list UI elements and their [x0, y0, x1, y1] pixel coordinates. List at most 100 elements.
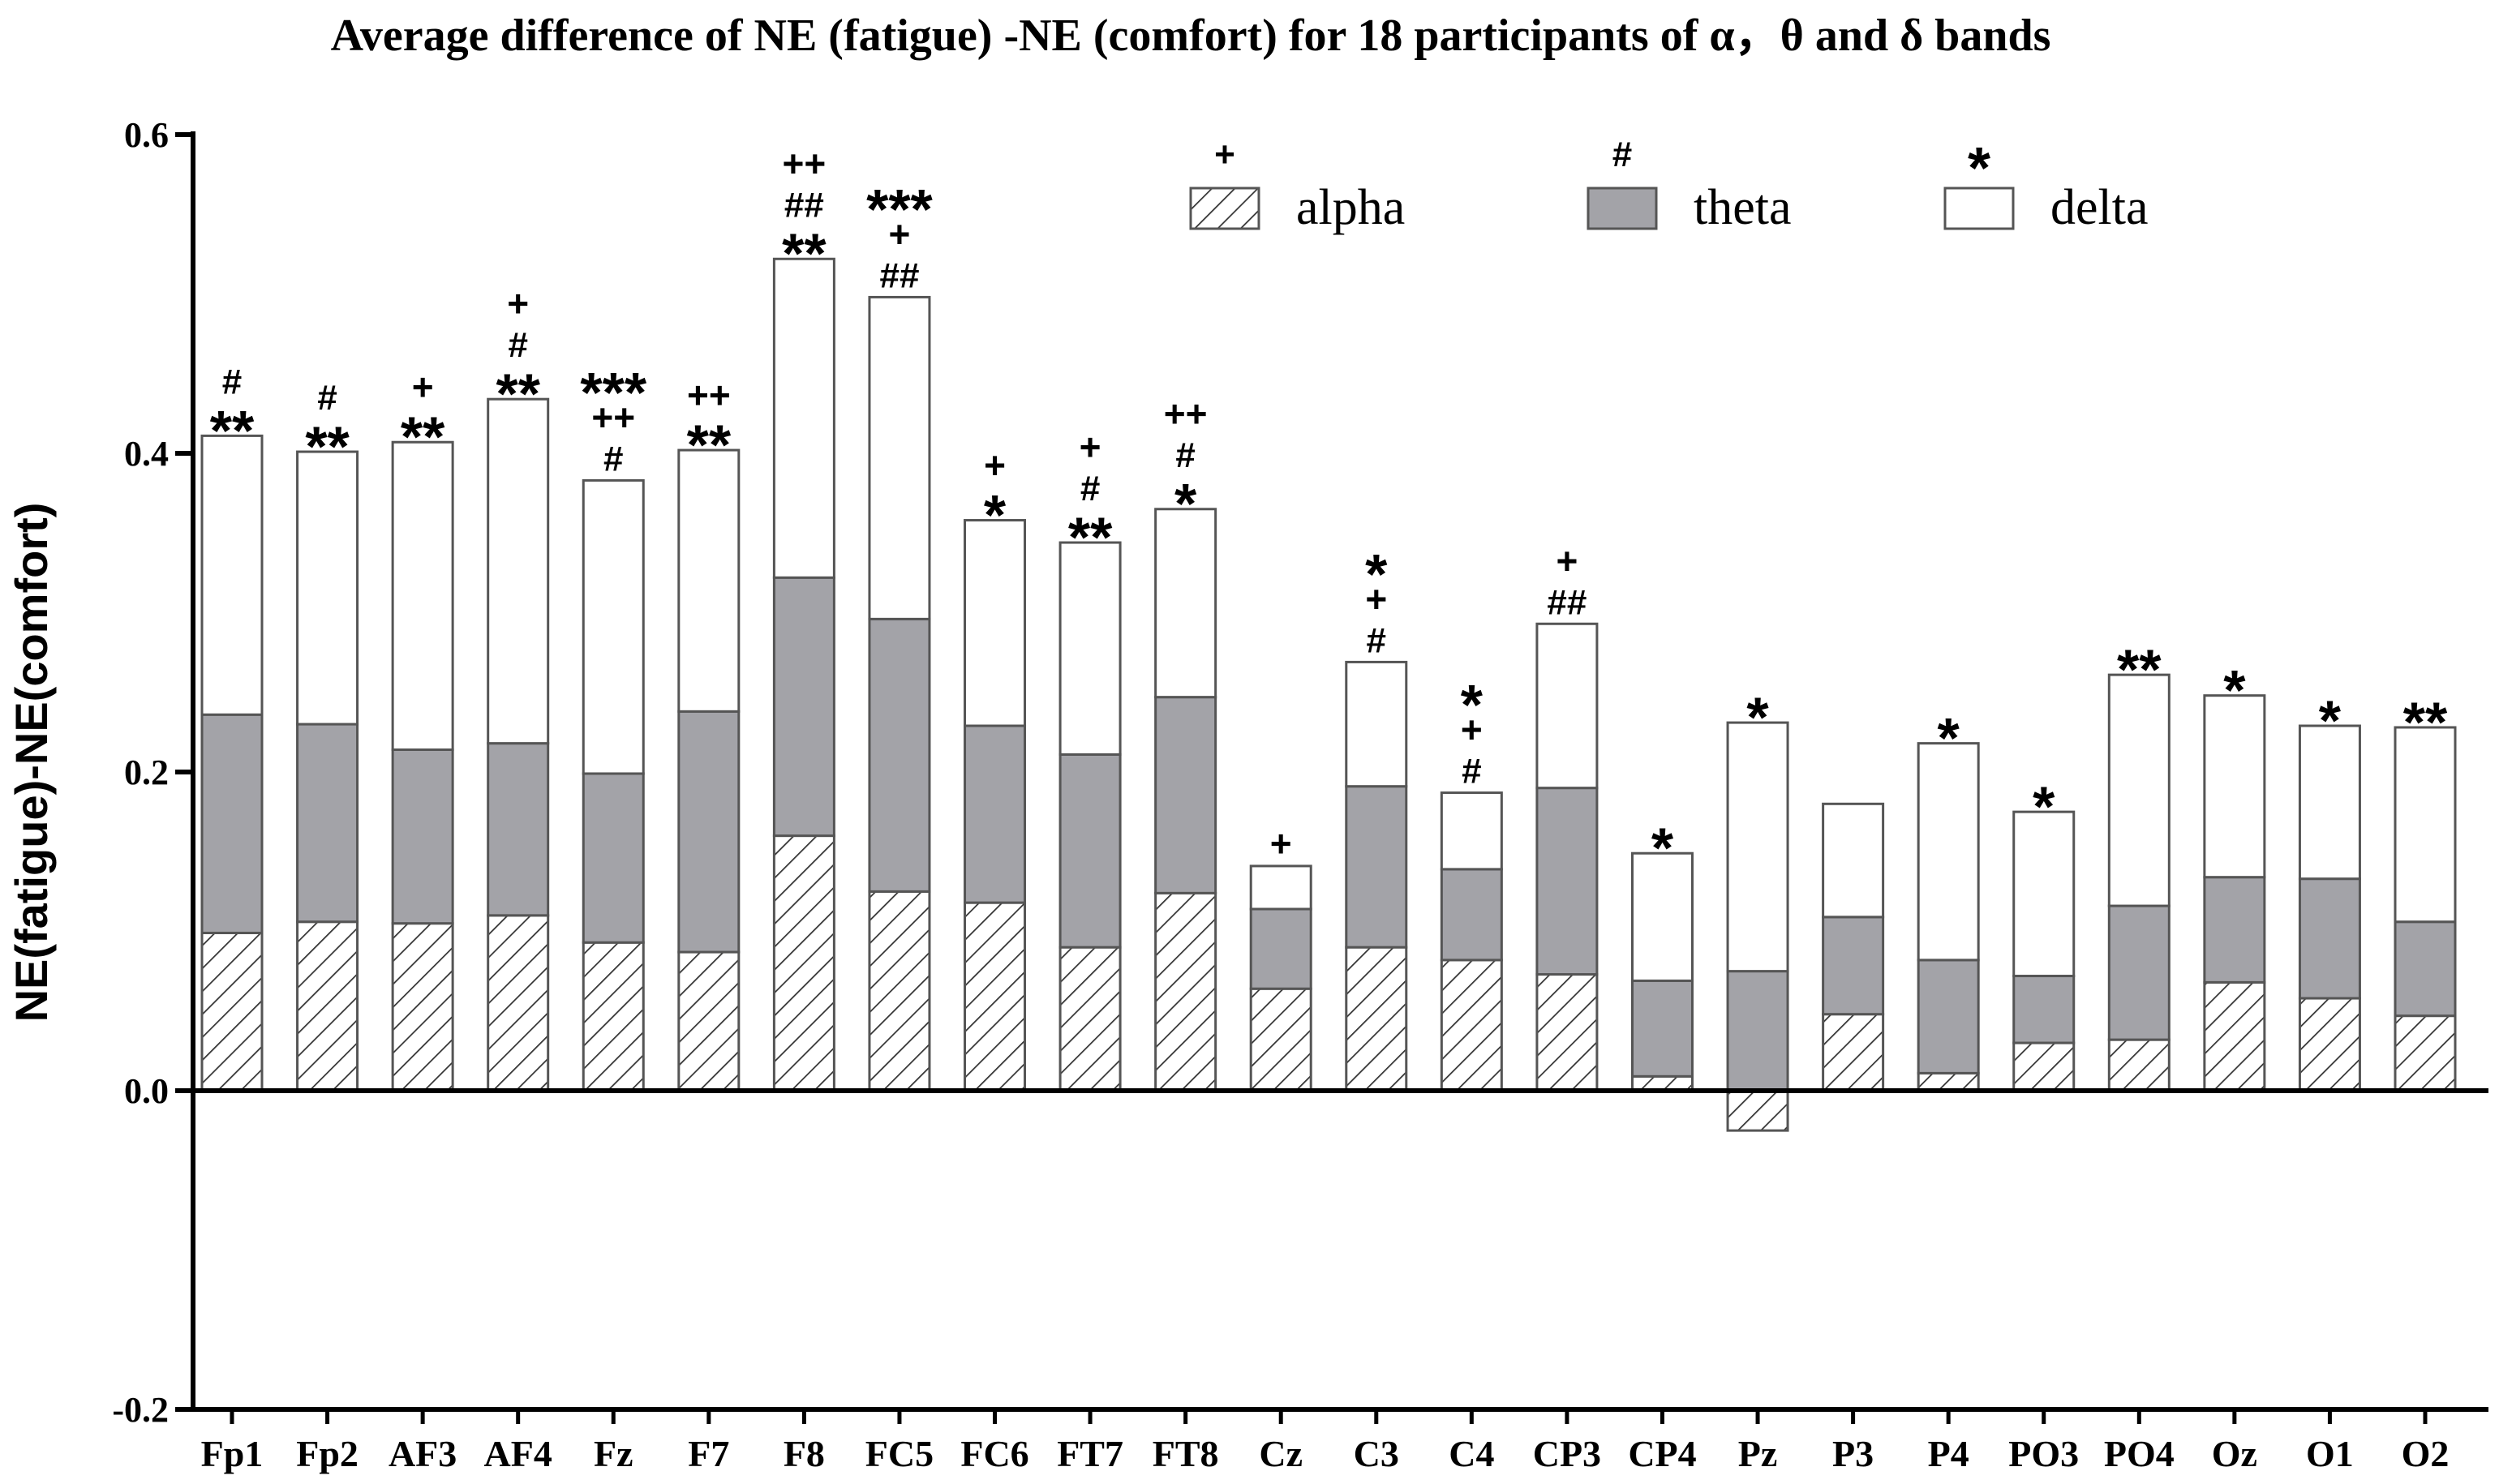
- x-tick-label-O2: O2: [2402, 1433, 2450, 1474]
- x-tick-label-PO4: PO4: [2104, 1433, 2175, 1474]
- bar-delta-Fz: [582, 478, 645, 775]
- significance-mark-FC6: *: [984, 483, 1007, 547]
- bar-delta-C4: [1440, 791, 1503, 871]
- bar-alpha-F8: [772, 834, 835, 1092]
- x-tick-label-F8: F8: [784, 1433, 825, 1474]
- significance-mark-FC6: +: [984, 444, 1006, 487]
- significance-mark-CP3: ##: [1547, 582, 1587, 622]
- bar-theta-O2: [2394, 920, 2457, 1018]
- bar-delta-FC6: [964, 519, 1027, 727]
- bar-alpha-CP3: [1535, 973, 1599, 1092]
- x-tick-label-Oz: Oz: [2212, 1433, 2257, 1474]
- bar-theta-Oz: [2203, 876, 2266, 984]
- bar-theta-Cz: [1249, 907, 1312, 990]
- bar-alpha-O2: [2394, 1014, 2457, 1092]
- bar-alpha-Fz: [582, 941, 645, 1092]
- significance-mark-C4: +: [1461, 709, 1483, 751]
- x-tick-label-AF4: AF4: [484, 1433, 552, 1474]
- bar-alpha-Fp1: [200, 931, 264, 1092]
- x-tick-label-Fz: Fz: [594, 1433, 633, 1474]
- significance-mark-Fp2: #: [317, 378, 337, 418]
- bar-alpha-FC6: [964, 901, 1027, 1092]
- bar-theta-P3: [1822, 916, 1885, 1016]
- bar-theta-FT7: [1058, 753, 1122, 949]
- bar-delta-FT8: [1154, 508, 1217, 699]
- bar-theta-CP4: [1630, 979, 1694, 1078]
- bar-delta-PO3: [2012, 810, 2076, 978]
- significance-mark-Fp2: **: [305, 414, 350, 478]
- bar-theta-F8: [772, 576, 835, 838]
- chart-title: Average difference of NE (fatigue) -NE (…: [331, 11, 2051, 61]
- significance-mark-AF4: **: [496, 362, 540, 426]
- significance-mark-F7: **: [687, 413, 732, 476]
- bar-delta-Oz: [2203, 694, 2266, 879]
- significance-mark-PO3: *: [2033, 775, 2055, 839]
- y-tick-label: 0.2: [124, 753, 169, 792]
- bar-delta-O2: [2394, 726, 2457, 924]
- x-tick-label-CP4: CP4: [1628, 1433, 1696, 1474]
- bar-delta-Fp2: [296, 450, 359, 726]
- bar-delta-CP3: [1535, 622, 1599, 790]
- y-axis-label: NE(fatigue)-NE(comfort): [6, 503, 57, 1023]
- bar-theta-CP3: [1535, 787, 1599, 976]
- significance-mark-Fz: ***: [580, 361, 646, 424]
- significance-mark-F8: ##: [784, 185, 824, 225]
- bar-delta-O1: [2298, 724, 2361, 881]
- significance-mark-FT7: #: [1080, 469, 1100, 508]
- bar-alpha-C4: [1440, 959, 1503, 1092]
- legend-swatch-alpha: [1189, 187, 1260, 230]
- x-tick-label-C3: C3: [1354, 1433, 1399, 1474]
- x-tick-label-AF3: AF3: [389, 1433, 457, 1474]
- bar-delta-FT7: [1058, 541, 1122, 756]
- x-tick-label-F7: F7: [688, 1433, 729, 1474]
- significance-mark-FT7: +: [1080, 426, 1101, 468]
- bar-alpha-FT8: [1154, 891, 1217, 1092]
- bar-alpha-PO4: [2107, 1038, 2171, 1092]
- significance-mark-Cz: +: [1270, 822, 1292, 864]
- bar-theta-Fp1: [200, 713, 264, 934]
- bar-delta-P3: [1822, 802, 1885, 919]
- x-tick-label-FC5: FC5: [865, 1433, 934, 1474]
- y-tick-label: -0.2: [112, 1390, 169, 1430]
- x-tick-label-Fp1: Fp1: [201, 1433, 264, 1474]
- bar-theta-AF3: [391, 748, 454, 925]
- y-tick-label: 0.0: [124, 1071, 169, 1111]
- bar-theta-FC6: [964, 724, 1027, 904]
- significance-mark-Fz: ++: [591, 396, 635, 438]
- significance-mark-AF4: +: [507, 282, 529, 324]
- bar-alpha-AF4: [487, 914, 550, 1092]
- bar-delta-PO4: [2107, 673, 2171, 907]
- bar-alpha-P3: [1822, 1013, 1885, 1092]
- bar-delta-Fp1: [200, 434, 264, 716]
- x-tick-label-PO3: PO3: [2008, 1433, 2079, 1474]
- bar-delta-F8: [772, 257, 835, 579]
- bar-alpha-P4: [1917, 1071, 1980, 1092]
- x-tick-label-Cz: Cz: [1259, 1433, 1303, 1474]
- bar-theta-P4: [1917, 959, 1980, 1074]
- legend-label-delta: delta: [2050, 180, 2149, 235]
- significance-mark-FT8: *: [1174, 472, 1197, 535]
- y-tick-label: 0.4: [124, 434, 169, 474]
- bar-alpha-Oz: [2203, 980, 2266, 1092]
- bar-delta-CP4: [1630, 851, 1694, 982]
- significance-mark-C3: +: [1365, 577, 1387, 620]
- legend-label-alpha: alpha: [1296, 180, 1405, 235]
- significance-mark-PO4: **: [2117, 638, 2162, 701]
- significance-mark-Oz: *: [2223, 658, 2246, 722]
- significance-mark-Fz: #: [603, 439, 623, 478]
- significance-marks-layer: **#**#**+ **#+#++*****++**##++##+****+**#…: [210, 142, 2448, 879]
- x-tick-label-Fp2: Fp2: [296, 1433, 359, 1474]
- significance-mark-FT7: **: [1068, 505, 1113, 568]
- x-tick-label-CP3: CP3: [1533, 1433, 1601, 1474]
- bar-alpha-FC5: [868, 890, 931, 1092]
- bar-theta-FT8: [1154, 696, 1217, 894]
- significance-mark-C4: #: [1462, 752, 1481, 791]
- bar-delta-AF4: [487, 397, 550, 745]
- bars-layer: [200, 257, 2457, 1132]
- bar-alpha-F7: [677, 950, 741, 1092]
- legend-swatch-theta: [1587, 187, 1658, 230]
- bar-theta-Fp2: [296, 723, 359, 924]
- x-tick-label-P4: P4: [1928, 1433, 1969, 1474]
- x-tick-label-C4: C4: [1449, 1433, 1494, 1474]
